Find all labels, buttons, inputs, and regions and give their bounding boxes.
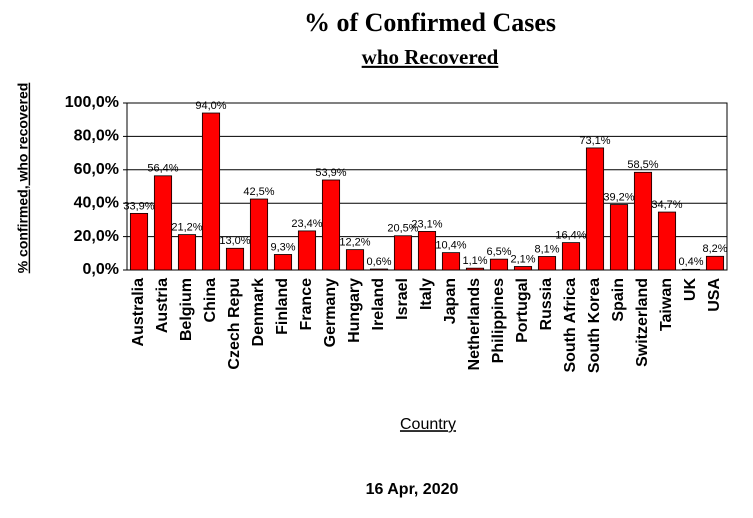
value-label: 16,4% <box>555 230 586 242</box>
value-label: 12,2% <box>339 237 370 249</box>
value-label: 73,1% <box>579 135 610 147</box>
bar <box>657 211 677 271</box>
x-tick-label: Germany <box>322 278 339 347</box>
y-tick-label: 100,0% <box>65 94 119 111</box>
chart-subtitle: who Recovered <box>362 45 499 69</box>
value-label: 0,4% <box>678 256 703 268</box>
x-tick-label: Austria <box>154 278 171 333</box>
x-tick-label: Italy <box>418 278 435 310</box>
x-tick-label: Spain <box>610 278 627 322</box>
value-label: 21,2% <box>171 222 202 234</box>
x-tick-label: Switzerland <box>634 278 651 367</box>
y-axis-label: % confirmed, who recovered <box>15 83 31 274</box>
bar <box>369 268 389 271</box>
bar <box>537 256 557 271</box>
value-label: 42,5% <box>243 186 274 198</box>
bar <box>417 231 437 271</box>
x-tick-label: Japan <box>442 278 459 324</box>
x-tick-label: Hungary <box>346 278 363 343</box>
bar <box>393 235 413 271</box>
value-label: 23,1% <box>411 218 442 230</box>
x-tick-label: Denmark <box>250 278 267 347</box>
x-tick-label: Czech Repu <box>226 278 243 370</box>
x-tick-label: Belgium <box>178 278 195 341</box>
bar <box>177 234 197 271</box>
value-label: 13,0% <box>219 235 250 247</box>
bar <box>297 230 317 271</box>
value-label: 8,2% <box>702 243 727 255</box>
value-label: 33,9% <box>123 200 154 212</box>
y-tick-label: 60,0% <box>74 161 119 178</box>
bar <box>609 204 629 271</box>
bar <box>321 179 341 271</box>
value-label: 1,1% <box>462 255 487 267</box>
value-label: 2,1% <box>510 253 535 265</box>
x-tick-label: Australia <box>130 278 147 347</box>
bar <box>465 267 485 271</box>
x-tick-label: UK <box>682 278 699 302</box>
x-axis-label: Country <box>400 416 456 433</box>
bar <box>513 266 533 271</box>
bar <box>561 242 581 271</box>
y-tick-label: 80,0% <box>74 128 119 145</box>
value-label: 0,6% <box>366 256 391 268</box>
bar <box>489 258 509 271</box>
bar <box>129 212 149 271</box>
value-label: 8,1% <box>534 243 559 255</box>
bar <box>225 247 245 271</box>
bar <box>585 147 605 271</box>
x-tick-label: Ireland <box>370 278 387 330</box>
x-tick-label: Netherlands <box>466 278 483 371</box>
footer-date: 16 Apr, 2020 <box>366 481 459 498</box>
value-label: 20,5% <box>387 223 418 235</box>
y-tick-label: 0,0% <box>83 261 119 278</box>
value-label: 10,4% <box>435 240 466 252</box>
y-tick-label: 20,0% <box>74 228 119 245</box>
value-label: 94,0% <box>195 100 226 112</box>
value-label: 9,3% <box>270 241 295 253</box>
x-tick-label: Finland <box>274 278 291 335</box>
bar <box>345 249 365 271</box>
chart-title: % of Confirmed Cases <box>304 8 556 37</box>
bar <box>201 112 221 271</box>
y-tick-label: 40,0% <box>74 194 119 211</box>
x-tick-label: Russia <box>538 278 555 331</box>
bar <box>153 175 173 271</box>
x-tick-label: Taiwan <box>658 278 675 331</box>
value-label: 39,2% <box>603 191 634 203</box>
value-label: 6,5% <box>486 246 511 258</box>
x-tick-label: France <box>298 278 315 331</box>
bar <box>705 255 725 271</box>
x-tick-label: Philippines <box>490 278 507 363</box>
x-tick-label: China <box>202 278 219 323</box>
value-label: 34,7% <box>651 199 682 211</box>
bar <box>249 198 269 271</box>
x-tick-label: USA <box>706 278 723 312</box>
x-tick-label: South Africa <box>562 278 579 373</box>
x-tick-label: Israel <box>394 278 411 320</box>
bar <box>681 268 701 271</box>
x-tick-label: South Korea <box>586 278 603 373</box>
bar <box>441 252 461 271</box>
value-label: 23,4% <box>291 218 322 230</box>
value-label: 56,4% <box>147 163 178 175</box>
bar <box>633 171 653 271</box>
x-tick-label: Portugal <box>514 278 531 343</box>
value-label: 53,9% <box>315 167 346 179</box>
bar <box>273 254 293 271</box>
value-label: 58,5% <box>627 159 658 171</box>
